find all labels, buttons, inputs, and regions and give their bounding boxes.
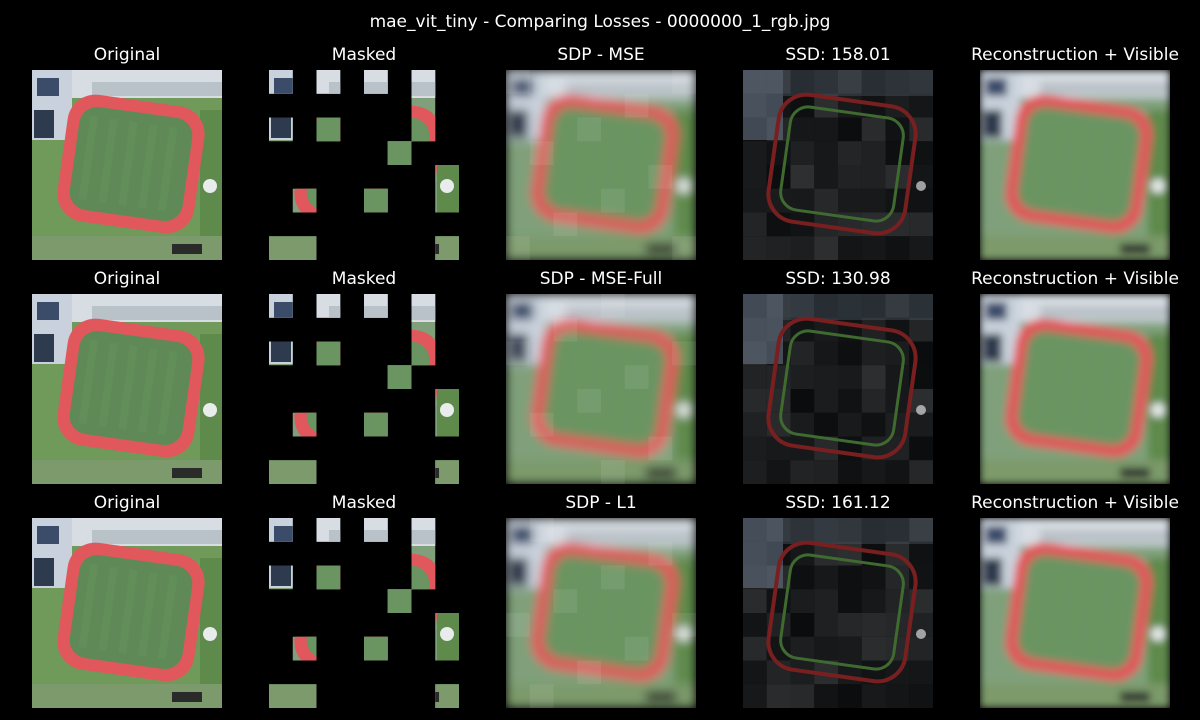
original-image: [32, 70, 222, 260]
masked-image: [269, 294, 459, 484]
panel-title: Masked: [331, 493, 397, 513]
error-map-image: [743, 70, 933, 260]
panel-title: Reconstruction + Visible: [971, 45, 1179, 65]
masked-image: [269, 70, 459, 260]
panel-title: Original: [93, 493, 161, 513]
error-map-image: [743, 294, 933, 484]
reconstruction-visible-image: [980, 294, 1170, 484]
panel-title: SSD: 130.98: [785, 269, 891, 289]
panel-title: SDP - MSE: [557, 45, 645, 65]
panel-title: SDP - MSE-Full: [539, 269, 663, 289]
panel-title: Original: [93, 269, 161, 289]
reconstruction-image: [506, 70, 696, 260]
error-map-image: [743, 518, 933, 708]
masked-image: [269, 518, 459, 708]
panel-title: Masked: [331, 269, 397, 289]
reconstruction-visible-image: [980, 70, 1170, 260]
panel-title: SSD: 158.01: [785, 45, 891, 65]
original-image: [32, 294, 222, 484]
reconstruction-image: [506, 518, 696, 708]
reconstruction-image: [506, 294, 696, 484]
panel-title: SSD: 161.12: [785, 493, 891, 513]
panel-title: Reconstruction + Visible: [971, 269, 1179, 289]
original-image: [32, 518, 222, 708]
panel-title: SDP - L1: [565, 493, 637, 513]
panel-title: Masked: [331, 45, 397, 65]
reconstruction-visible-image: [980, 518, 1170, 708]
panel-title: Reconstruction + Visible: [971, 493, 1179, 513]
figure-title: mae_vit_tiny - Comparing Losses - 000000…: [369, 12, 831, 32]
panel-title: Original: [93, 45, 161, 65]
